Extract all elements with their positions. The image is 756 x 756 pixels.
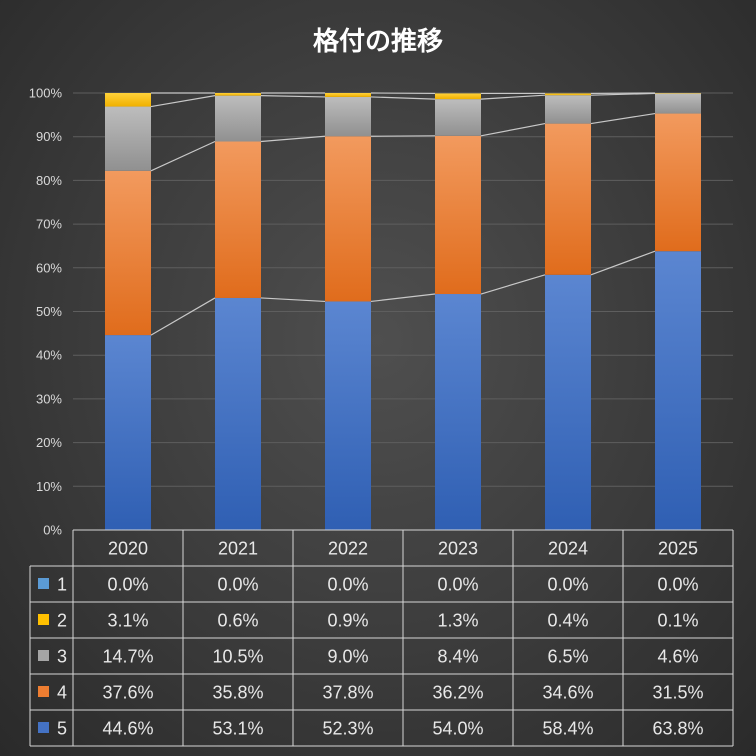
bar-segment-4-2020 bbox=[105, 170, 151, 336]
y-tick-label: 70% bbox=[36, 217, 62, 232]
bar-segment-5-2022 bbox=[325, 301, 371, 530]
y-axis-ticks: 0% 10% 20% 30% 40% 50% 60% 70% 80% 90% 100% bbox=[29, 86, 63, 538]
table-cell: 0.9% bbox=[327, 611, 368, 631]
table-cell: 0.0% bbox=[437, 575, 478, 595]
bar-segment-2-2022 bbox=[325, 93, 371, 97]
series-line-5 bbox=[150, 250, 656, 336]
bar-segment-3-2021 bbox=[215, 95, 261, 142]
table-cell: 0.6% bbox=[217, 611, 258, 631]
table-cell: 35.8% bbox=[212, 683, 263, 703]
bar-segment-5-2024 bbox=[545, 274, 591, 530]
table-cell: 37.6% bbox=[102, 683, 153, 703]
table-cell: 31.5% bbox=[652, 683, 703, 703]
bar-segment-3-2025 bbox=[655, 93, 701, 114]
legend-key-2 bbox=[38, 614, 49, 625]
bar-segment-5-2023 bbox=[435, 294, 481, 530]
table-cell: 0.1% bbox=[657, 611, 698, 631]
table-cell: 4.6% bbox=[657, 647, 698, 667]
bar-segment-3-2024 bbox=[545, 95, 591, 124]
bar-segment-4-2021 bbox=[215, 141, 261, 298]
bar-segment-3-2020 bbox=[105, 106, 151, 171]
gridlines bbox=[73, 92, 733, 531]
table-cell: 63.8% bbox=[652, 719, 703, 739]
y-tick-label: 60% bbox=[36, 260, 62, 275]
series-line-3 bbox=[150, 92, 656, 108]
legend-key-5 bbox=[38, 722, 49, 733]
table-cell: 34.6% bbox=[542, 683, 593, 703]
table-cell: 0.0% bbox=[327, 575, 368, 595]
bar-segment-5-2020 bbox=[105, 335, 151, 530]
table-cell: 44.6% bbox=[102, 719, 153, 739]
table-cell: 54.0% bbox=[432, 719, 483, 739]
table-cell: 58.4% bbox=[542, 719, 593, 739]
y-tick-label: 100% bbox=[29, 86, 63, 101]
table-cell: 0.0% bbox=[107, 575, 148, 595]
bar-segment-2-2024 bbox=[545, 93, 591, 96]
table-cell: 9.0% bbox=[327, 647, 368, 667]
chart-title: 格付の推移 bbox=[313, 26, 443, 57]
x-tick-label: 2022 bbox=[328, 539, 368, 559]
table-cell: 1.3% bbox=[437, 611, 478, 631]
bar-segment-5-2021 bbox=[215, 297, 261, 530]
table-cell: 37.8% bbox=[322, 683, 373, 703]
legend-key-4 bbox=[38, 686, 49, 697]
table-cell: 0.4% bbox=[547, 611, 588, 631]
x-tick-label: 2024 bbox=[548, 539, 588, 559]
x-tick-label: 2023 bbox=[438, 539, 478, 559]
y-tick-label: 80% bbox=[36, 173, 62, 188]
bar-segment-2-2023 bbox=[435, 93, 481, 100]
bar-segment-5-2025 bbox=[655, 251, 701, 530]
legend-label: 2 bbox=[57, 611, 67, 631]
table-cell: 0.0% bbox=[657, 575, 698, 595]
bar-segment-3-2022 bbox=[325, 96, 371, 137]
data-table: 2020 2021 2022 2023 2024 2025 1 0.0% 0.0% 0.0% 0.0… bbox=[29, 529, 734, 747]
legend-key-3 bbox=[38, 650, 49, 661]
table-cell: 14.7% bbox=[102, 647, 153, 667]
table-cell: 36.2% bbox=[432, 683, 483, 703]
series-lines bbox=[150, 92, 656, 336]
table-cell: 6.5% bbox=[547, 647, 588, 667]
bar-segment-4-2023 bbox=[435, 135, 481, 295]
bar-segment-4-2025 bbox=[655, 113, 701, 252]
table-cell: 3.1% bbox=[107, 611, 148, 631]
bar-segment-2-2020 bbox=[105, 93, 151, 107]
table-cell: 10.5% bbox=[212, 647, 263, 667]
legend-label: 1 bbox=[57, 575, 67, 595]
x-tick-label: 2020 bbox=[108, 539, 148, 559]
y-tick-label: 30% bbox=[36, 391, 62, 406]
bar-segment-3-2023 bbox=[435, 99, 481, 136]
series-line-4 bbox=[150, 112, 656, 172]
y-tick-label: 20% bbox=[36, 435, 62, 450]
legend-label: 3 bbox=[57, 647, 67, 667]
bar-segment-2-2021 bbox=[215, 93, 261, 96]
legend-label: 4 bbox=[57, 683, 67, 703]
table-cell: 0.0% bbox=[547, 575, 588, 595]
y-tick-label: 50% bbox=[36, 304, 62, 319]
bar-segment-4-2022 bbox=[325, 136, 371, 302]
table-cell: 53.1% bbox=[212, 719, 263, 739]
table-cell: 8.4% bbox=[437, 647, 478, 667]
bar-segment-4-2024 bbox=[545, 123, 591, 275]
table-cell: 52.3% bbox=[322, 719, 373, 739]
x-tick-label: 2025 bbox=[658, 539, 698, 559]
table-cell: 0.0% bbox=[217, 575, 258, 595]
y-tick-label: 0% bbox=[43, 523, 62, 538]
legend-key-1 bbox=[38, 578, 49, 589]
bars bbox=[105, 93, 701, 530]
legend-label: 5 bbox=[57, 719, 67, 739]
x-tick-label: 2021 bbox=[218, 539, 258, 559]
y-tick-label: 40% bbox=[36, 348, 62, 363]
y-tick-label: 10% bbox=[36, 479, 62, 494]
y-tick-label: 90% bbox=[36, 129, 62, 144]
